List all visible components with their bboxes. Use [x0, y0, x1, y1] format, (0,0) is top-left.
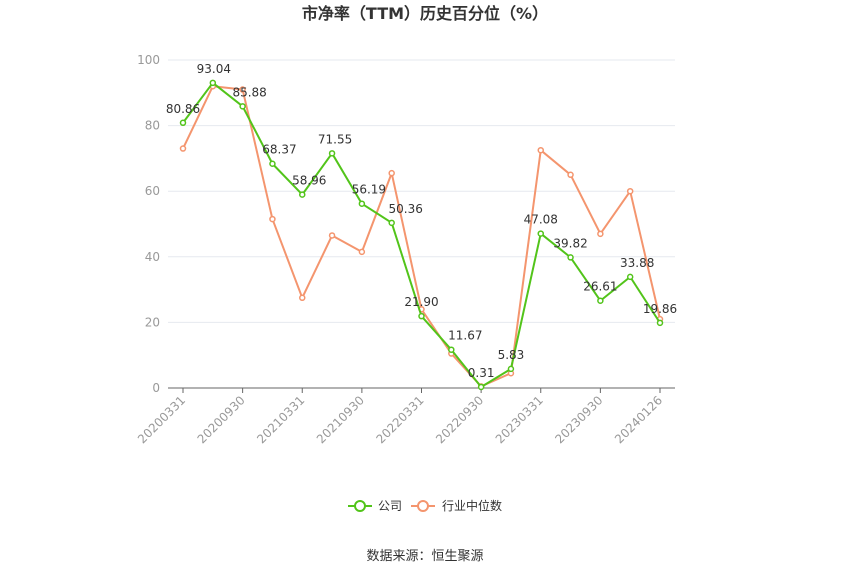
- data-label: 26.61: [583, 280, 617, 294]
- data-point: [507, 365, 515, 373]
- source-note: 数据来源：恒生聚源: [366, 549, 483, 564]
- data-point: [239, 86, 246, 93]
- y-tick-label: 60: [145, 184, 160, 198]
- data-point: [597, 230, 604, 238]
- data-point: [358, 248, 366, 256]
- legend-label: 行业中位数: [442, 498, 502, 513]
- data-label: 33.88: [620, 256, 654, 270]
- y-tick-label: 80: [145, 119, 160, 133]
- data-label: 0.31: [468, 366, 495, 380]
- data-point: [328, 232, 336, 239]
- data-label: 80.86: [166, 102, 200, 116]
- y-tick-label: 100: [137, 53, 160, 67]
- y-tick-label: 20: [145, 315, 160, 329]
- data-point: [567, 171, 574, 179]
- data-point: [239, 103, 246, 110]
- data-label: 21.90: [404, 295, 438, 309]
- data-point: [477, 383, 485, 391]
- data-point: [358, 200, 366, 207]
- data-label: 39.82: [553, 236, 587, 250]
- data-point: [626, 187, 634, 195]
- series-line: [182, 81, 661, 388]
- x-tick-label: 20200331: [135, 393, 188, 446]
- data-label: 47.08: [524, 213, 558, 227]
- data-label: 68.37: [262, 143, 296, 157]
- data-point: [388, 169, 395, 177]
- data-point: [179, 145, 187, 152]
- data-point: [626, 273, 634, 281]
- data-label: 58.96: [292, 174, 326, 188]
- y-tick-label: 40: [145, 250, 160, 264]
- x-tick-label: 20210930: [314, 393, 367, 446]
- x-tick-label: 20220930: [433, 393, 486, 446]
- x-tick-label: 20220331: [374, 393, 427, 446]
- x-tick-label: 20230930: [552, 393, 605, 446]
- data-point: [209, 79, 217, 87]
- data-point: [299, 294, 306, 302]
- data-point: [269, 215, 276, 223]
- legend-marker: [354, 500, 366, 512]
- chart-title: 市净率（TTM）历史百分位（%）: [302, 4, 548, 23]
- x-axis: 20200331 20200930 20210331 20210930 20220331…: [135, 387, 675, 446]
- data-label: 5.83: [498, 348, 525, 362]
- y-axis: 0 20 40 60 80 100: [137, 53, 160, 395]
- data-label: 85.88: [232, 85, 266, 99]
- data-point: [537, 230, 544, 237]
- data-point: [448, 346, 455, 353]
- legend-label: 公司: [378, 499, 402, 513]
- data-label: 56.19: [352, 183, 386, 197]
- data-label: 93.04: [197, 62, 231, 76]
- x-tick-label: 20230331: [493, 393, 546, 446]
- y-tick-label: 0: [152, 381, 160, 395]
- data-point: [299, 191, 306, 198]
- legend-marker: [417, 500, 429, 512]
- series-layer: [179, 79, 664, 391]
- legend: 公司 行业中位数: [348, 498, 502, 513]
- data-point: [418, 312, 425, 320]
- data-point: [567, 254, 574, 261]
- data-point: [179, 119, 187, 127]
- data-point: [388, 219, 395, 227]
- data-point: [328, 150, 336, 157]
- x-tick-label: 20210331: [254, 393, 307, 446]
- data-label: 50.36: [389, 202, 423, 216]
- data-point: [597, 297, 604, 304]
- data-label: 11.67: [448, 329, 482, 343]
- data-label: 71.55: [318, 132, 352, 146]
- data-label: 19.86: [643, 302, 677, 316]
- data-point: [269, 160, 276, 167]
- x-tick-label: 20240126: [612, 393, 665, 446]
- data-point: [537, 146, 544, 154]
- x-tick-label: 20200930: [195, 393, 248, 446]
- data-point: [656, 319, 664, 327]
